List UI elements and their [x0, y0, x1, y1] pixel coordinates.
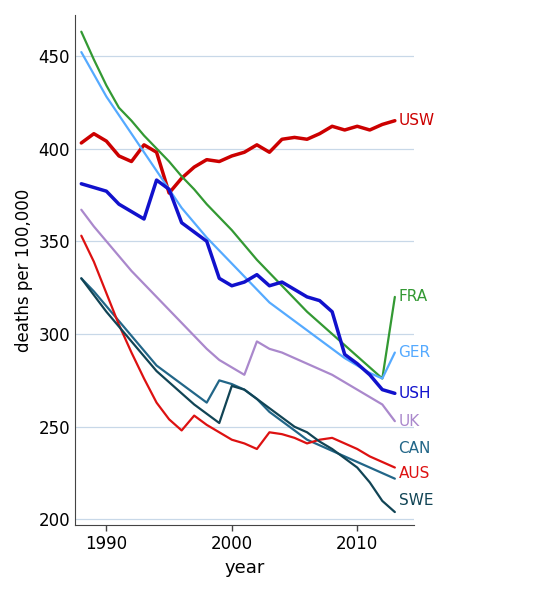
- Text: UK: UK: [399, 414, 420, 429]
- Text: GER: GER: [399, 345, 431, 360]
- Text: SWE: SWE: [399, 493, 433, 509]
- Text: USW: USW: [399, 113, 434, 128]
- Text: FRA: FRA: [399, 289, 428, 304]
- Y-axis label: deaths per 100,000: deaths per 100,000: [15, 188, 33, 352]
- Text: USH: USH: [399, 386, 431, 401]
- Text: CAN: CAN: [399, 442, 431, 456]
- Text: AUS: AUS: [399, 465, 430, 481]
- X-axis label: year: year: [224, 559, 265, 577]
